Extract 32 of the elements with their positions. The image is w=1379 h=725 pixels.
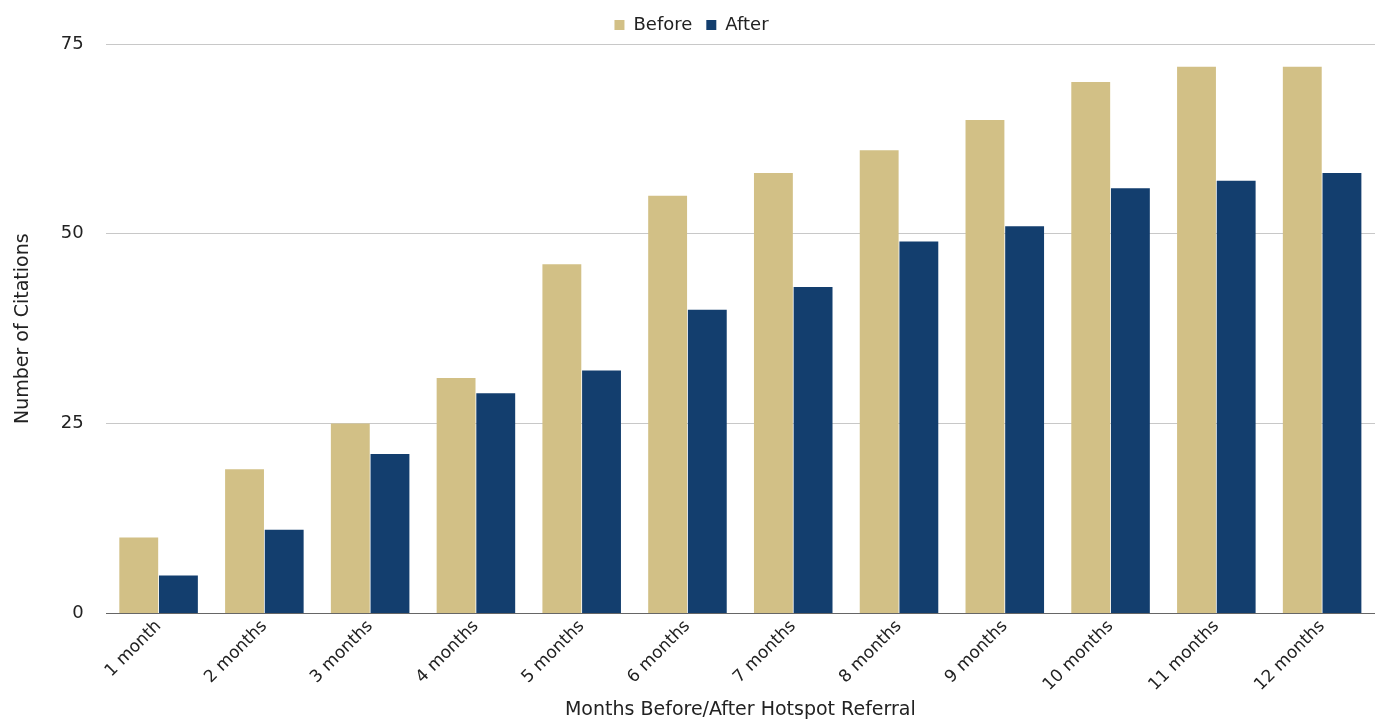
bar (225, 469, 264, 613)
bar (965, 119, 1005, 613)
bar (1282, 66, 1322, 613)
bar (476, 393, 516, 613)
y-tick-label: 50 (60, 221, 84, 243)
bar (119, 537, 159, 613)
bar (582, 370, 621, 613)
bar (648, 195, 688, 613)
bar (436, 378, 476, 613)
y-axis-title: Number of Citations (10, 233, 33, 425)
bar (264, 529, 304, 613)
bar (1216, 180, 1256, 613)
y-tick-label: 0 (72, 601, 84, 623)
bar (687, 309, 727, 613)
y-tick-label: 75 (60, 31, 84, 53)
bar (1322, 173, 1362, 613)
bar (899, 241, 939, 613)
legend-label: Before (633, 12, 693, 34)
bar (753, 173, 793, 613)
y-tick-label: 25 (60, 411, 84, 433)
x-axis-title: Months Before/After Hotspot Referral (564, 696, 916, 719)
bar (1177, 66, 1216, 613)
bar (1005, 226, 1045, 613)
bar (859, 150, 899, 613)
bar (793, 286, 833, 613)
bar (1110, 188, 1150, 613)
bar (330, 423, 370, 613)
bar (1071, 81, 1111, 613)
bar (542, 264, 582, 613)
legend-label: After (725, 12, 770, 34)
bar (370, 453, 410, 613)
bar (158, 575, 198, 613)
